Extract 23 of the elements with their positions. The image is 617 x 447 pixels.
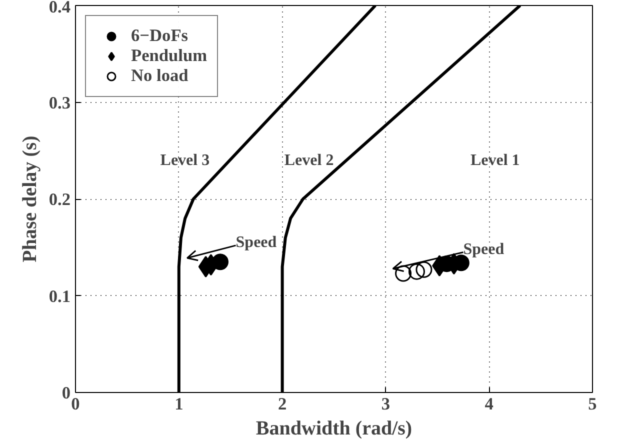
legend-label: Pendulum <box>131 46 208 66</box>
annotation: Speed <box>236 234 277 252</box>
y-axis-title: Phase delay (s) <box>18 136 41 262</box>
x-axis-title: Bandwidth (rad/s) <box>256 418 412 440</box>
legend-label: No load <box>131 66 188 86</box>
annotation: Speed <box>463 240 504 258</box>
point <box>408 263 425 280</box>
point <box>416 261 432 278</box>
y-tick-label: 0.1 <box>48 286 71 306</box>
annotation: Level 2 <box>284 152 334 169</box>
x-tick-label: 3 <box>381 394 390 414</box>
point <box>395 265 412 282</box>
annotation: Level 1 <box>470 152 520 169</box>
point <box>212 254 229 270</box>
x-tick-label: 5 <box>588 394 598 414</box>
x-tick-label: 1 <box>174 394 184 414</box>
annotation: Level 3 <box>160 152 210 169</box>
x-tick-label: 2 <box>278 394 287 414</box>
y-tick-label: 0.3 <box>48 93 71 112</box>
legend-label: 6−DoFs <box>131 26 188 46</box>
x-tick-label: 4 <box>484 394 494 414</box>
y-tick-label: 0.2 <box>48 190 71 209</box>
y-tick-label: 0.4 <box>48 0 71 16</box>
